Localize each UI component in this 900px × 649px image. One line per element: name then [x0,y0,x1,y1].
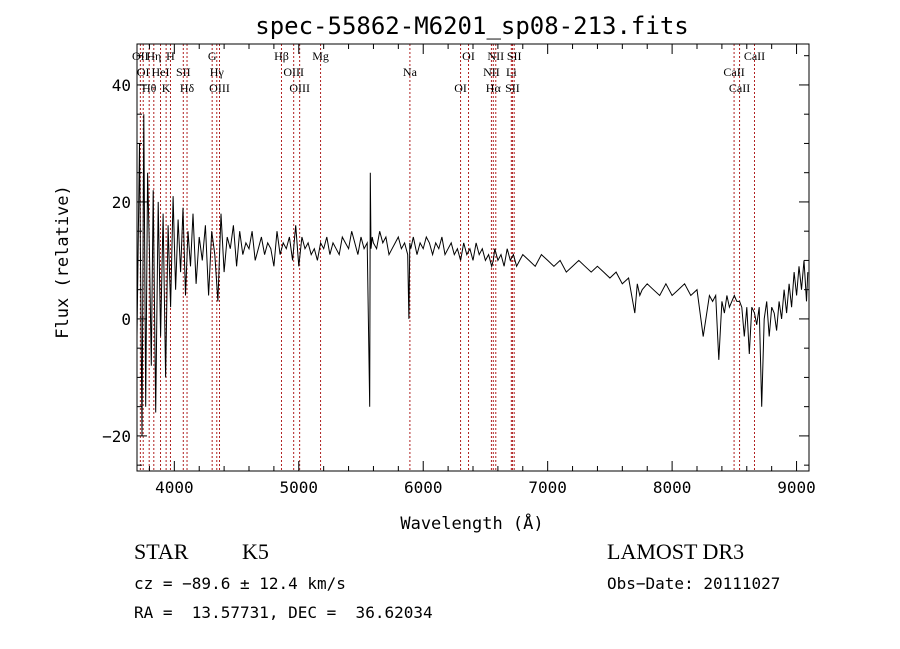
line-label: OIII [209,81,230,95]
line-label: Hγ [210,65,225,79]
x-tick-label: 4000 [155,478,194,497]
line-label: Hα [486,81,502,95]
line-label: Hδ [180,81,195,95]
line-label: CaII [729,81,750,95]
coordinates-text: RA = 13.57731, DEC = 36.62034 [134,603,433,622]
x-tick-label: 7000 [528,478,567,497]
y-axis-ticks: −20 0 20 40 [102,55,809,466]
line-label: OI [462,49,475,63]
spectrum-series [136,114,809,436]
line-label: Na [403,65,418,79]
x-tick-label: 6000 [404,478,443,497]
line-label: NII [487,49,504,63]
line-label: OI [454,81,467,95]
survey-name: LAMOST DR3 [607,539,745,564]
line-label: OIII [289,81,310,95]
line-label: SII [507,49,522,63]
line-label: NII [483,65,500,79]
y-tick-label: 20 [112,193,131,212]
object-class: STAR [134,539,189,564]
spectrum-line [136,114,809,436]
x-tick-label: 8000 [653,478,692,497]
x-tick-label: 5000 [280,478,319,497]
line-label: H [166,49,175,63]
line-label: Hβ [274,49,289,63]
y-axis-label: Flux (relative) [53,185,73,339]
line-label: SII [176,65,191,79]
line-label: G [208,49,217,63]
line-label: Li [506,65,517,79]
line-label: Hη [146,49,161,63]
emission-line-labels: OIIOIHθHηHeIKHSIIHδGHγOIIIHβOIIIOIIIMgNa… [132,49,765,95]
y-tick-label: −20 [102,427,131,446]
y-tick-label: 40 [112,76,131,95]
line-label: CaII [723,65,744,79]
line-label: Mg [312,49,329,63]
line-label: OI [137,65,150,79]
line-label: Hθ [142,81,157,95]
x-axis-label: Wavelength (Å) [400,512,543,534]
x-axis-ticks: 4000 5000 6000 7000 8000 9000 [148,44,816,497]
obs-date-text: Obs−Date: 20111027 [607,574,781,593]
redshift-text: cz = −89.6 ± 12.4 km/s [134,574,346,593]
line-label: K [162,81,171,95]
emission-line-markers [139,44,755,471]
line-label: HeI [152,65,170,79]
y-tick-label: 0 [121,310,131,329]
chart-title: spec-55862-M6201_sp08-213.fits [255,12,688,40]
x-tick-label: 9000 [777,478,816,497]
line-label: CaII [744,49,765,63]
line-label: OIII [283,65,304,79]
line-label: SII [505,81,520,95]
object-subclass: K5 [242,539,269,564]
